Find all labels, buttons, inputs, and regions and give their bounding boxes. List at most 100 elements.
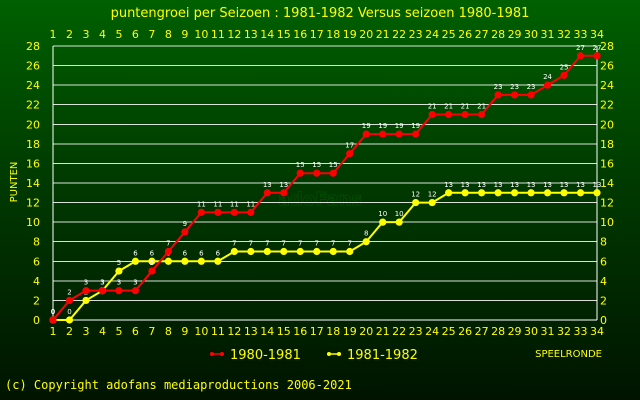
y-tick-right-22: 22: [600, 99, 614, 112]
point-1981-1982-31: [543, 189, 552, 197]
point-1980-1981-19: [346, 150, 354, 158]
y-tick-right-0: 0: [600, 314, 607, 327]
x-tick-top-28: 28: [491, 28, 505, 41]
x-tick-bottom-22: 22: [392, 325, 406, 338]
x-tick-bottom-29: 29: [508, 325, 522, 338]
point-1981-1982-19: [346, 247, 354, 256]
x-tick-top-23: 23: [409, 28, 423, 41]
x-tick-bottom-21: 21: [376, 325, 390, 338]
x-tick-top-8: 8: [165, 28, 172, 41]
point-1981-1982-12: [230, 247, 238, 256]
point-1980-1981-12: [230, 208, 238, 216]
y-tick-left-24: 24: [26, 79, 40, 92]
x-tick-top-30: 30: [524, 28, 538, 41]
x-tick-top-11: 11: [211, 28, 225, 41]
x-tick-bottom-14: 14: [260, 325, 274, 338]
point-1980-1981-7: [148, 267, 156, 275]
point-1980-1981-9: [181, 228, 189, 236]
point-1981-1982-11: [214, 257, 222, 265]
data-label-1981-1982-17: 7: [315, 240, 319, 248]
y-tick-left-20: 20: [26, 118, 40, 131]
x-tick-bottom-18: 18: [326, 325, 340, 338]
data-label-1981-1982-23: 12: [411, 191, 420, 199]
y-tick-left-0: 0: [33, 314, 40, 327]
x-tick-bottom-16: 16: [293, 325, 307, 338]
watermark-text: adoFans: [278, 189, 362, 210]
x-tick-bottom-23: 23: [409, 325, 423, 338]
x-tick-bottom-30: 30: [524, 325, 538, 338]
data-label-1980-1981-15: 13: [279, 181, 288, 189]
x-tick-top-13: 13: [244, 28, 258, 41]
y-axis-label: PUNTEN: [9, 162, 20, 203]
data-label-1980-1981-1: 0: [51, 308, 55, 316]
point-1980-1981-26: [461, 110, 469, 119]
data-label-1981-1982-1: 0: [51, 308, 55, 316]
y-tick-right-24: 24: [600, 79, 614, 92]
x-axis-label: SPEELRONDE: [535, 349, 602, 360]
data-label-1980-1981-25: 21: [444, 103, 453, 111]
data-label-1981-1982-31: 13: [543, 181, 552, 189]
y-tick-left-14: 14: [26, 177, 40, 190]
data-label-1980-1981-5: 3: [117, 279, 121, 287]
data-label-1981-1982-21: 10: [378, 210, 387, 218]
x-tick-top-20: 20: [359, 28, 373, 41]
data-label-1981-1982-4: 3: [100, 279, 104, 287]
point-1981-1982-30: [527, 189, 535, 197]
data-label-1981-1982-2: 0: [67, 308, 71, 316]
point-1980-1981-25: [445, 110, 453, 119]
legend-swatch-dot-b: [337, 352, 341, 356]
point-1981-1982-32: [560, 189, 568, 197]
legend-label-1980-1981: 1980-1981: [230, 348, 301, 363]
x-tick-top-12: 12: [227, 28, 241, 41]
point-1981-1982-34: [593, 189, 601, 197]
copyright-text: (c) Copyright adofans mediaproductions 2…: [5, 378, 352, 392]
point-1980-1981-6: [131, 287, 140, 295]
x-tick-top-29: 29: [508, 28, 522, 41]
y-tick-left-10: 10: [26, 216, 40, 229]
x-tick-top-32: 32: [557, 28, 571, 41]
data-label-1980-1981-17: 15: [312, 161, 321, 169]
point-1980-1981-10: [197, 208, 205, 216]
x-tick-bottom-32: 32: [557, 325, 571, 338]
point-1981-1982-17: [313, 247, 321, 256]
data-label-1981-1982-26: 13: [461, 181, 470, 189]
y-tick-right-14: 14: [600, 177, 614, 190]
data-label-1980-1981-14: 13: [263, 181, 272, 189]
data-label-1981-1982-27: 13: [477, 181, 486, 189]
y-tick-left-2: 2: [33, 294, 40, 307]
y-tick-left-8: 8: [33, 236, 40, 249]
point-1980-1981-29: [510, 91, 519, 99]
data-label-1980-1981-29: 23: [510, 83, 519, 91]
x-tick-top-3: 3: [82, 28, 89, 41]
point-1980-1981-20: [362, 130, 370, 138]
x-tick-top-17: 17: [310, 28, 324, 41]
data-label-1980-1981-23: 19: [411, 122, 420, 130]
point-1981-1982-7: [148, 257, 156, 265]
y-tick-right-10: 10: [600, 216, 614, 229]
x-tick-bottom-3: 3: [82, 325, 89, 338]
data-label-1981-1982-10: 6: [199, 249, 204, 257]
x-tick-top-24: 24: [425, 28, 439, 41]
data-label-1980-1981-34: 27: [593, 44, 602, 52]
data-label-1980-1981-32: 25: [560, 63, 569, 71]
x-tick-bottom-20: 20: [359, 325, 373, 338]
point-1981-1982-6: [131, 257, 140, 265]
point-1981-1982-2: [65, 316, 74, 324]
x-tick-top-16: 16: [293, 28, 307, 41]
x-tick-bottom-8: 8: [165, 325, 172, 338]
point-1980-1981-14: [263, 189, 271, 197]
point-1980-1981-22: [395, 130, 403, 138]
x-tick-top-26: 26: [458, 28, 472, 41]
chart-title: puntengroei per Seizoen : 1981-1982 Vers…: [111, 6, 530, 21]
y-tick-right-12: 12: [600, 197, 614, 210]
watermark: adoFans: [277, 189, 362, 211]
x-tick-top-18: 18: [326, 28, 340, 41]
point-1980-1981-3: [82, 287, 90, 295]
data-label-1981-1982-12: 7: [232, 240, 236, 248]
series-group: 0023566666677777777810101212131313131313…: [49, 44, 601, 324]
x-tick-bottom-25: 25: [442, 325, 456, 338]
